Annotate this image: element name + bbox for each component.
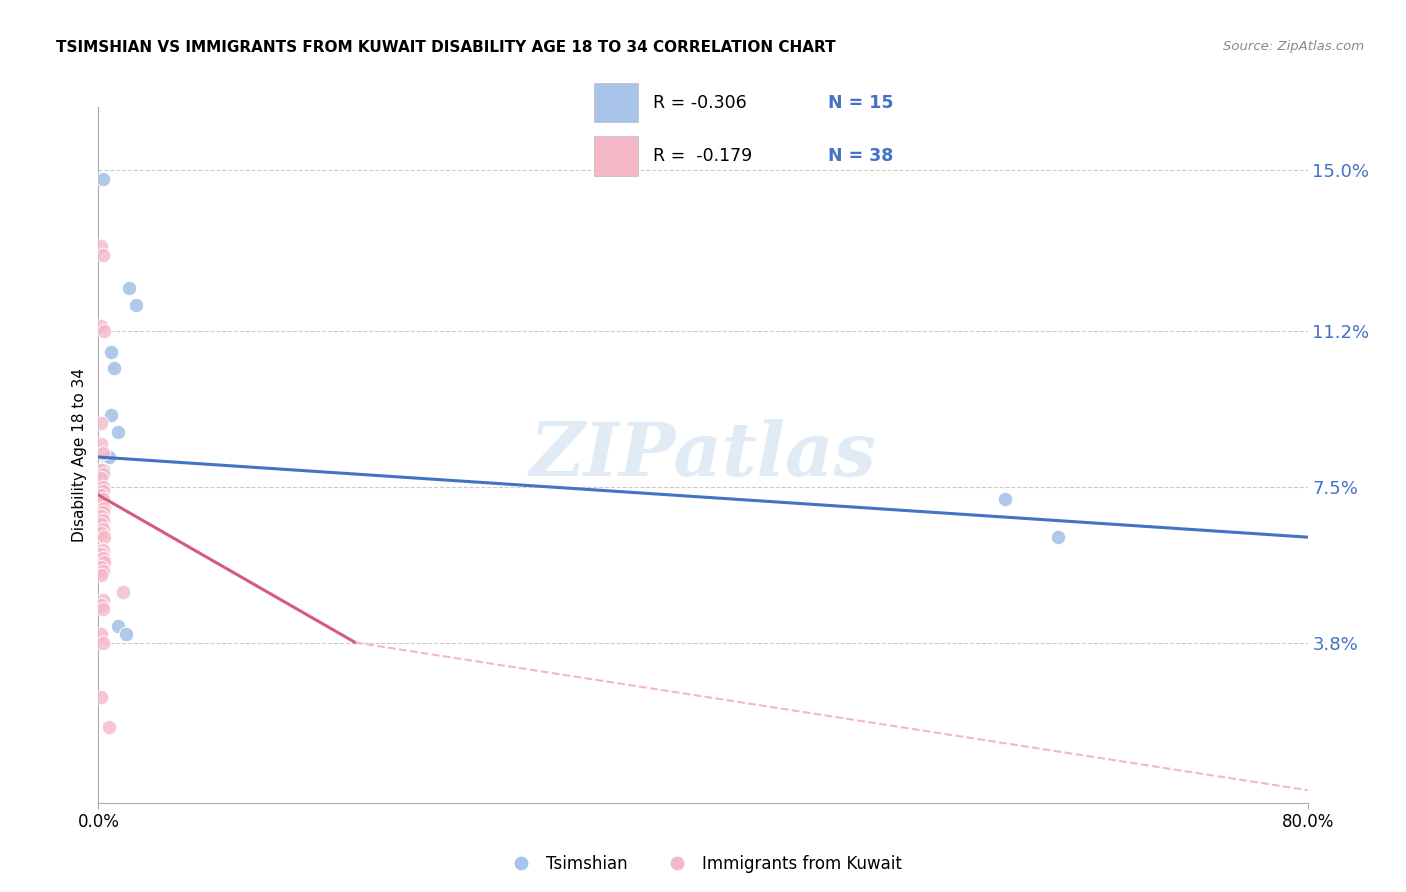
- Point: [91, 492, 114, 507]
- Point: [91, 513, 114, 527]
- Point: [90, 471, 112, 485]
- Point: [91, 463, 114, 477]
- Point: [91, 542, 114, 557]
- Text: TSIMSHIAN VS IMMIGRANTS FROM KUWAIT DISABILITY AGE 18 TO 34 CORRELATION CHART: TSIMSHIAN VS IMMIGRANTS FROM KUWAIT DISA…: [56, 40, 835, 55]
- Point: [90, 547, 112, 561]
- Point: [90, 509, 112, 524]
- Point: [90, 496, 112, 510]
- Point: [90, 568, 112, 582]
- Point: [94, 450, 117, 464]
- Point: [103, 361, 125, 376]
- Point: [994, 492, 1017, 507]
- Legend: Tsimshian, Immigrants from Kuwait: Tsimshian, Immigrants from Kuwait: [498, 848, 908, 880]
- Point: [93, 556, 115, 570]
- Text: R = -0.306: R = -0.306: [652, 94, 747, 112]
- Point: [91, 505, 114, 519]
- Point: [90, 598, 112, 612]
- Text: N = 38: N = 38: [828, 147, 894, 165]
- Point: [107, 618, 129, 632]
- Point: [93, 530, 115, 544]
- Text: Source: ZipAtlas.com: Source: ZipAtlas.com: [1223, 40, 1364, 54]
- Point: [90, 437, 112, 451]
- Point: [91, 467, 114, 481]
- Point: [1047, 530, 1070, 544]
- Point: [90, 690, 112, 705]
- Point: [90, 319, 112, 334]
- Point: [93, 324, 115, 338]
- Point: [91, 602, 114, 616]
- Point: [91, 522, 114, 536]
- Point: [100, 408, 122, 422]
- Point: [90, 463, 112, 477]
- Point: [93, 500, 115, 515]
- Point: [111, 585, 134, 599]
- Point: [91, 446, 114, 460]
- Point: [91, 635, 114, 649]
- Point: [91, 463, 114, 477]
- Text: R =  -0.179: R = -0.179: [652, 147, 752, 165]
- Point: [91, 247, 114, 261]
- Point: [90, 417, 112, 431]
- Y-axis label: Disability Age 18 to 34: Disability Age 18 to 34: [72, 368, 87, 542]
- Point: [98, 450, 121, 464]
- Point: [91, 479, 114, 493]
- Point: [107, 425, 129, 439]
- Point: [125, 298, 148, 312]
- Point: [90, 517, 112, 532]
- Point: [91, 564, 114, 578]
- Text: ZIPatlas: ZIPatlas: [530, 418, 876, 491]
- FancyBboxPatch shape: [595, 136, 638, 176]
- Point: [91, 551, 114, 566]
- Point: [90, 627, 112, 641]
- Point: [91, 483, 114, 498]
- Point: [91, 171, 114, 186]
- Point: [114, 627, 136, 641]
- FancyBboxPatch shape: [595, 83, 638, 122]
- Point: [91, 593, 114, 607]
- Point: [98, 720, 121, 734]
- Point: [118, 281, 141, 295]
- Text: N = 15: N = 15: [828, 94, 894, 112]
- Point: [90, 488, 112, 502]
- Point: [100, 344, 122, 359]
- Point: [90, 239, 112, 253]
- Point: [90, 559, 112, 574]
- Point: [90, 525, 112, 540]
